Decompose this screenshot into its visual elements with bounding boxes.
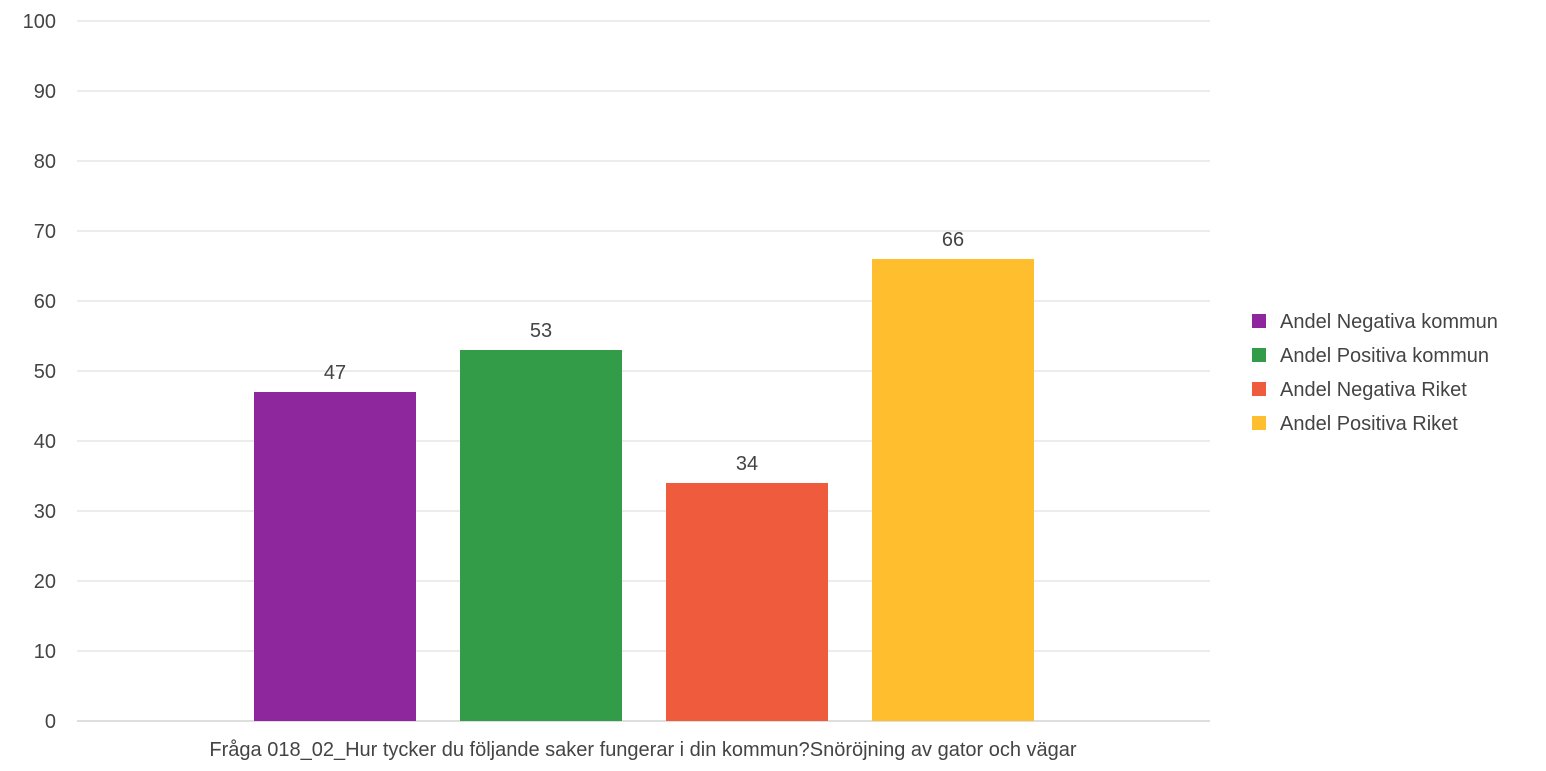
bar-andel-positiva-riket <box>872 259 1034 721</box>
bars <box>254 259 1034 721</box>
legend-label: Andel Negativa Riket <box>1280 379 1467 401</box>
bar-andel-positiva-kommun <box>460 350 622 721</box>
legend-label: Andel Positiva Riket <box>1280 413 1458 435</box>
legend-swatch <box>1252 382 1266 396</box>
y-tick-label: 80 <box>34 151 56 173</box>
legend: Andel Negativa kommun Andel Positiva komm… <box>1252 311 1498 435</box>
y-tick-label: 40 <box>34 431 56 453</box>
legend-swatch <box>1252 348 1266 362</box>
y-tick-label: 70 <box>34 221 56 243</box>
legend-swatch <box>1252 314 1266 328</box>
y-axis-tick-labels: 0 10 20 30 40 50 60 70 80 90 100 <box>23 11 56 733</box>
y-tick-label: 60 <box>34 291 56 313</box>
data-label: 34 <box>736 453 758 475</box>
bar-andel-negativa-riket <box>666 483 828 721</box>
y-tick-label: 30 <box>34 501 56 523</box>
legend-label: Andel Positiva kommun <box>1280 345 1489 367</box>
data-label: 53 <box>530 320 552 342</box>
y-tick-label: 50 <box>34 361 56 383</box>
data-label: 47 <box>324 362 346 384</box>
y-tick-label: 90 <box>34 81 56 103</box>
y-tick-label: 10 <box>34 641 56 663</box>
bar-andel-negativa-kommun <box>254 392 416 721</box>
legend-swatch <box>1252 416 1266 430</box>
data-labels: 47 53 34 66 <box>324 229 964 475</box>
x-axis-category-label: Fråga 018_02_Hur tycker du följande sake… <box>209 739 1077 761</box>
y-tick-label: 0 <box>45 711 56 733</box>
y-tick-label: 20 <box>34 571 56 593</box>
y-tick-label: 100 <box>23 11 56 33</box>
gridlines <box>77 20 1210 722</box>
legend-label: Andel Negativa kommun <box>1280 311 1498 333</box>
data-label: 66 <box>942 229 964 251</box>
